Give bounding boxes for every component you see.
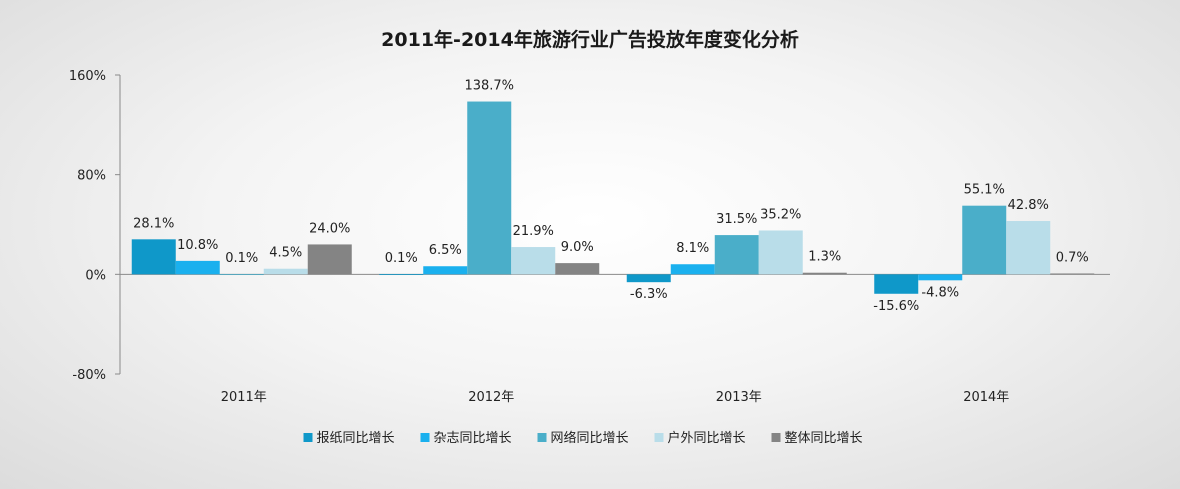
legend-swatch: [771, 433, 781, 442]
bar: [918, 274, 963, 281]
data-label: 0.1%: [225, 251, 258, 266]
x-category-label: 2012年: [468, 390, 514, 405]
data-label: 21.9%: [513, 224, 554, 239]
data-label: 24.0%: [309, 221, 350, 236]
data-label: 1.3%: [808, 250, 841, 265]
data-label: -15.6%: [873, 299, 919, 314]
data-label: 10.8%: [177, 238, 218, 253]
bar: [555, 263, 600, 275]
data-label: 42.8%: [1008, 198, 1049, 213]
data-label: 8.1%: [676, 241, 709, 256]
legend-label: 网络同比增长: [551, 430, 629, 446]
legend-swatch: [420, 433, 430, 442]
bar: [379, 274, 424, 276]
data-label: 31.5%: [716, 212, 757, 227]
bar: [626, 274, 671, 283]
legend-swatch: [654, 433, 664, 442]
bar: [263, 268, 308, 275]
bar: [802, 272, 847, 275]
bar: [874, 274, 919, 294]
y-tick-label: 160%: [69, 69, 106, 84]
data-label: 0.7%: [1056, 250, 1089, 265]
bar: [758, 230, 803, 275]
y-tick-label: -80%: [72, 368, 106, 383]
y-tick-label: 80%: [77, 169, 106, 184]
bar: [219, 274, 264, 276]
bar: [714, 235, 759, 275]
legend-label: 整体同比增长: [785, 431, 863, 446]
bar: [670, 264, 715, 275]
bar: [131, 239, 176, 275]
data-label: 9.0%: [561, 240, 594, 255]
plot-area: -80% 0% 80% 160% 28.1%10.8% 0.1% 4.5% 24.0% 2011…: [69, 69, 1110, 405]
data-label: 6.5%: [429, 243, 462, 258]
bar: [467, 101, 512, 275]
data-label: 28.1%: [133, 216, 174, 231]
x-category-label: 2013年: [716, 390, 762, 405]
bar: [423, 266, 468, 275]
legend: 报纸同比增长 杂志同比增长 网络同比增长 户外同比增长 整体同比增长: [303, 430, 863, 446]
legend-label: 户外同比增长: [668, 430, 746, 446]
x-category-label: 2011年: [221, 390, 267, 405]
bar: [511, 247, 556, 275]
data-label: 55.1%: [964, 183, 1005, 198]
legend-swatch: [537, 433, 547, 442]
x-category-label: 2014年: [963, 390, 1009, 405]
bar: [962, 205, 1007, 275]
bar: [307, 244, 352, 275]
bar: [1050, 273, 1095, 275]
legend-label: 报纸同比增长: [317, 431, 395, 446]
data-label: 138.7%: [464, 79, 514, 94]
bar: [175, 260, 220, 275]
data-label: 4.5%: [269, 246, 302, 261]
data-label: 0.1%: [385, 251, 418, 266]
legend-swatch: [303, 433, 313, 442]
data-label: 35.2%: [760, 207, 801, 222]
data-label: -6.3%: [630, 287, 668, 302]
chart-title: 2011年-2014年旅游行业广告投放年度变化分析: [381, 28, 799, 51]
data-label: -4.8%: [921, 285, 959, 300]
y-tick-label: 0%: [85, 268, 106, 283]
legend-label: 杂志同比增长: [434, 431, 512, 446]
bar: [1006, 221, 1051, 275]
